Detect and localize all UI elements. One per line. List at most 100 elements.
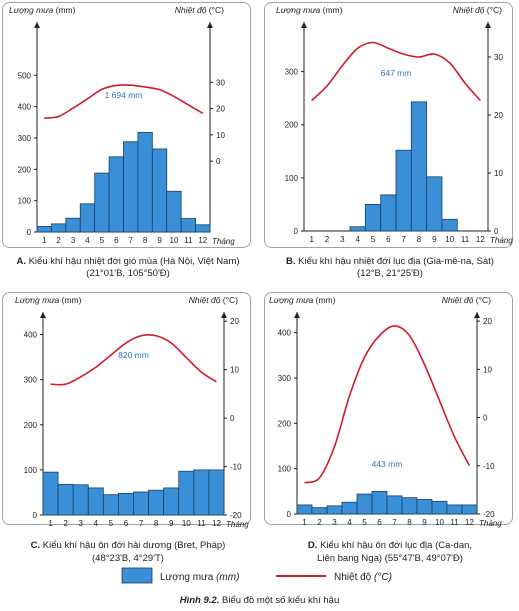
rain-bar-7 [123,141,139,233]
right-tick-label: 0 [494,227,499,236]
right-tick-label: 10 [216,131,225,140]
figure-caption: Hình 9.2. Biểu đồ một số kiểu khí hậu [180,595,339,606]
right-axis-arrow [474,312,480,318]
month-tick-label: 5 [109,519,114,528]
month-tick-label: 6 [386,235,391,244]
month-tick-label: 12 [212,519,221,528]
left-axis-arrow [294,312,300,318]
right-axis-title: Nhiệt độ (°C) [442,295,491,305]
right-tick-label: 30 [216,78,225,87]
month-tick-label: 9 [157,236,162,245]
rain-bar-8 [410,101,428,232]
rain-bar-10 [431,500,448,515]
left-tick-label: 200 [285,121,299,130]
month-tick-label: 12 [465,518,474,527]
x-axis-title: Tháng [226,520,249,529]
right-tick-label: 0 [230,414,235,423]
panel-border [2,2,251,248]
rain-bar-6 [108,156,124,233]
rain-bar-1 [36,225,52,233]
legend-rain-swatch [121,567,153,584]
left-tick-label: 0 [27,228,32,237]
right-axis-arrow [485,22,491,28]
right-tick-label: -20 [483,510,495,519]
temperature-line [44,84,204,119]
rain-bar-9 [163,487,180,516]
rain-bar-4 [341,501,358,515]
rain-bar-6 [380,194,397,232]
month-tick-label: 2 [56,236,61,245]
left-tick-label: 300 [285,68,299,77]
rain-bar-2 [57,483,74,516]
total-rainfall-label: 443 mm [372,459,403,469]
left-tick-label: 200 [18,165,32,174]
legend-temp-label: Nhiệt độ (°C) [334,572,392,583]
rain-bar-10 [178,470,195,516]
left-tick-label: 500 [18,71,32,80]
month-tick-label: 8 [417,235,422,244]
left-tick-label: 100 [24,466,38,475]
left-tick-label: 0 [33,511,38,520]
month-tick-label: 5 [371,235,376,244]
month-tick-label: 1 [42,236,47,245]
right-tick-label: 20 [483,317,492,326]
left-axis-title: Lượng mưa (mm) [269,295,336,305]
left-tick-label: 100 [285,174,299,183]
month-tick-label: 8 [143,236,148,245]
month-tick-label: 7 [401,235,406,244]
right-axis-arrow [221,312,227,318]
rain-bar-11 [180,218,196,233]
right-tick-label: 20 [216,105,225,114]
left-tick-label: 100 [278,465,292,474]
month-tick-label: 3 [340,235,345,244]
month-tick-label: 4 [355,235,360,244]
month-tick-label: 6 [124,519,129,528]
rain-bar-8 [148,489,165,516]
month-tick-label: 4 [85,236,90,245]
total-rainfall-label: 1 694 mm [105,90,143,100]
month-tick-label: 11 [461,235,470,244]
rain-bar-5 [364,204,382,232]
month-tick-label: 6 [114,236,119,245]
rain-bar-4 [87,487,104,516]
rain-bar-12 [208,469,225,516]
panel-caption-line1: B. Kiểu khí hậu nhiệt đới lục địa (Gia-m… [286,256,494,267]
month-tick-label: 10 [182,519,191,528]
right-axis-arrow [207,22,213,28]
chart-panel-d: Lượng mưa (mm) Nhiệt độ (°C)0100200300400… [264,292,513,564]
rain-bar-9 [426,176,443,232]
right-tick-label: -10 [230,463,242,472]
month-tick-label: 11 [450,518,459,527]
left-axis-title: Lượng mưa (mm) [276,5,343,15]
right-tick-label: 0 [216,157,221,166]
legend-rain-label: Lượng mưa (mm) [160,572,239,583]
left-tick-label: 300 [24,376,38,385]
left-axis-arrow [34,22,40,28]
month-tick-label: 12 [198,236,207,245]
panel-caption-line1: D. Kiểu khí hậu ôn đới lục địa (Ca-dan, [308,540,472,551]
left-tick-label: 200 [278,419,292,428]
month-tick-label: 5 [100,236,105,245]
rain-bar-7 [395,149,412,232]
month-tick-label: 9 [432,235,437,244]
month-tick-label: 10 [435,518,444,527]
rain-bar-7 [133,491,149,516]
rain-bar-8 [401,497,418,515]
rain-bar-1 [42,471,59,516]
month-tick-label: 11 [197,519,206,528]
month-tick-label: 5 [362,518,367,527]
month-tick-label: 11 [184,236,193,245]
month-tick-label: 2 [63,519,68,528]
left-tick-label: 0 [287,510,292,519]
panel-caption-line1: A. Kiểu khí hậu nhiệt đới gió mùa (Hà Nộ… [16,256,239,267]
x-axis-title: Tháng [479,519,502,528]
right-tick-label: 10 [483,365,492,374]
left-tick-label: 100 [18,197,32,206]
rain-bar-2 [51,223,67,233]
legend: Lượng mưa (mm) Nhiệt độ (°C) [121,567,392,584]
month-tick-label: 4 [94,519,99,528]
right-tick-label: 20 [494,111,503,120]
rain-bar-12 [461,504,478,515]
panel-caption-line2: (12°B, 21°25'Đ) [357,268,423,279]
right-axis-title: Nhiệt độ (°C) [189,295,238,305]
